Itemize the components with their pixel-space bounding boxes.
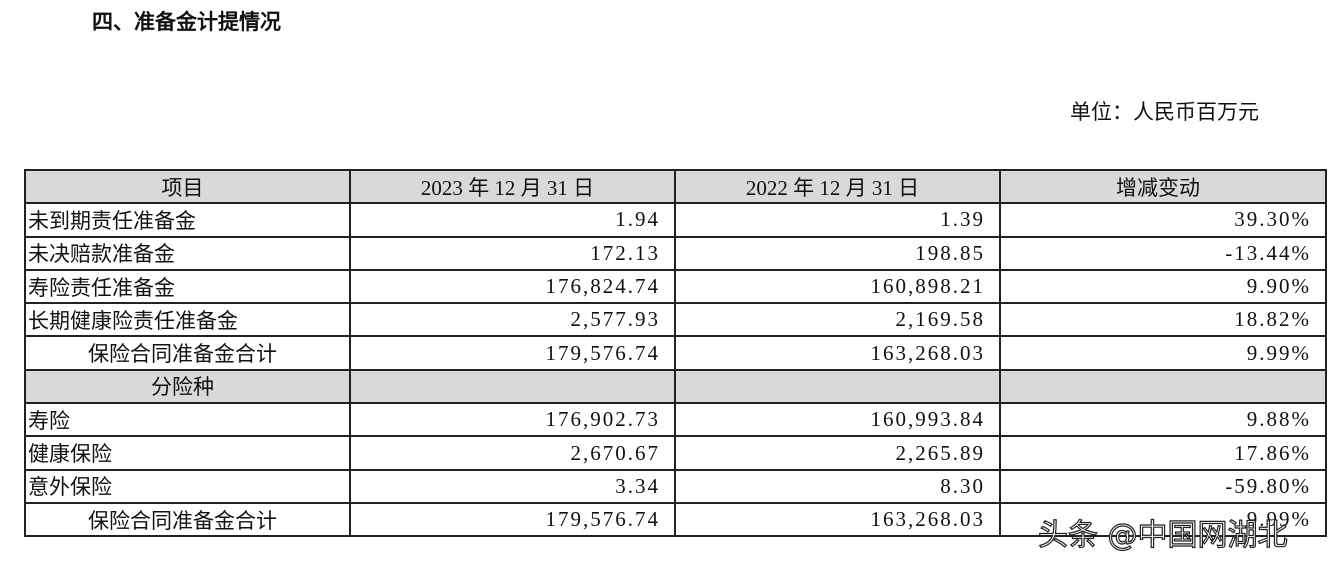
table-row: 长期健康险责任准备金 2,577.93 2,169.58 18.82%	[24, 302, 1327, 338]
table-body: 未到期责任准备金 1.94 1.39 39.30% 未决赔款准备金 172.13 198.8…	[24, 202, 1327, 538]
reserve-table: 项目 2023 年 12 月 31 日 2022 年 12 月 31 日增减变动 未…	[24, 168, 1327, 538]
cell-value: 18.82%	[999, 302, 1327, 338]
row-label: 未决赔款准备金	[24, 235, 351, 271]
cell-value: 160,993.84	[674, 402, 1001, 438]
cell-value: 176,824.74	[349, 268, 676, 305]
table-row: 寿险责任准备金 176,824.74 160,898.21 9.90%	[24, 268, 1327, 305]
cell-value: 1.94	[349, 202, 676, 238]
row-label: 长期健康险责任准备金	[24, 302, 351, 338]
cell-value: 1.39	[674, 202, 1001, 238]
column-header: 项目	[24, 168, 351, 205]
table-row: 分险种	[24, 368, 1327, 405]
cell-value: 3.34	[349, 468, 676, 504]
cell-value: -13.44%	[999, 235, 1327, 271]
cell-value: 163,268.03	[674, 335, 1001, 371]
cell-value: 198.85	[674, 235, 1001, 271]
cell-value: 179,576.74	[349, 335, 676, 371]
cell-value: 9.99%	[999, 335, 1327, 371]
cell-value	[349, 368, 676, 405]
cell-value: 9.99%	[999, 501, 1327, 538]
cell-value: 176,902.73	[349, 402, 676, 438]
cell-value: 17.86%	[999, 435, 1327, 471]
cell-value	[999, 368, 1327, 405]
cell-value	[674, 368, 1001, 405]
row-label: 保险合同准备金合计	[24, 501, 351, 538]
table-row: 保险合同准备金合计 179,576.74 163,268.03 9.99%	[24, 501, 1327, 538]
unit-note: 单位：人民币百万元	[1070, 100, 1259, 124]
column-header: 增减变动	[999, 168, 1327, 205]
row-label: 寿险	[24, 402, 351, 438]
cell-value: 2,670.67	[349, 435, 676, 471]
table-row: 意外保险 3.34 8.30 -59.80%	[24, 468, 1327, 504]
row-label: 分险种	[24, 368, 351, 405]
table-row: 寿险 176,902.73 160,993.84 9.88%	[24, 402, 1327, 438]
table-row: 未到期责任准备金 1.94 1.39 39.30%	[24, 202, 1327, 238]
column-header: 2022 年 12 月 31 日	[674, 168, 1001, 205]
cell-value: 2,265.89	[674, 435, 1001, 471]
cell-value: 9.90%	[999, 268, 1327, 305]
column-header: 2023 年 12 月 31 日	[349, 168, 676, 205]
cell-value: 163,268.03	[674, 501, 1001, 538]
cell-value: 179,576.74	[349, 501, 676, 538]
cell-value: 172.13	[349, 235, 676, 271]
cell-value: -59.80%	[999, 468, 1327, 504]
table-row: 健康保险 2,670.67 2,265.89 17.86%	[24, 435, 1327, 471]
cell-value: 8.30	[674, 468, 1001, 504]
row-label: 未到期责任准备金	[24, 202, 351, 238]
watermark: 头条 @中国网湖北	[1037, 517, 1288, 553]
cell-value: 160,898.21	[674, 268, 1001, 305]
cell-value: 39.30%	[999, 202, 1327, 238]
cell-value: 2,577.93	[349, 302, 676, 338]
header-row: 项目 2023 年 12 月 31 日 2022 年 12 月 31 日增减变动	[24, 168, 1327, 205]
table-row: 未决赔款准备金 172.13 198.85 -13.44%	[24, 235, 1327, 271]
row-label: 意外保险	[24, 468, 351, 504]
table-row: 保险合同准备金合计 179,576.74 163,268.03 9.99%	[24, 335, 1327, 371]
cell-value: 9.88%	[999, 402, 1327, 438]
cell-value: 2,169.58	[674, 302, 1001, 338]
row-label: 寿险责任准备金	[24, 268, 351, 305]
row-label: 健康保险	[24, 435, 351, 471]
title: 四、准备金计提情况	[92, 10, 281, 34]
row-label: 保险合同准备金合计	[24, 335, 351, 371]
